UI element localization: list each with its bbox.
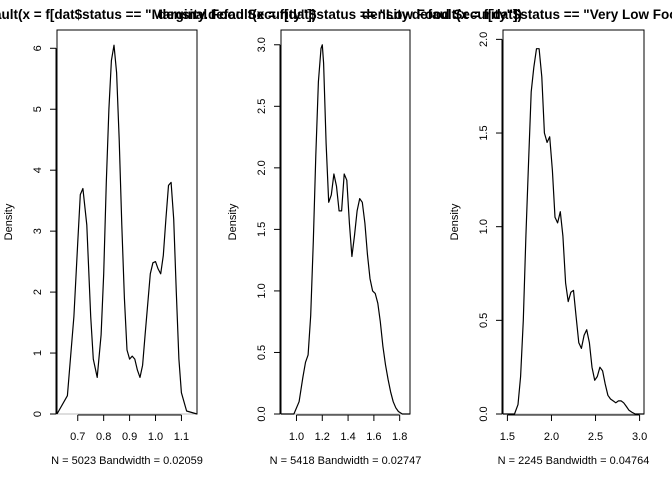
x-axis-label: N = 5418 Bandwidth = 0.02747 — [270, 455, 422, 467]
y-tick-label: 1 — [32, 350, 44, 356]
y-tick-label: 0.5 — [478, 313, 490, 328]
plot-panel-1: density.default(x = f[dat$status == "Mar… — [0, 7, 316, 467]
density-curve — [56, 44, 198, 415]
y-axis-label: Density — [227, 203, 239, 240]
plot-frame — [280, 29, 411, 415]
y-tick-label: 0.0 — [478, 406, 490, 421]
y-axis-label: Density — [3, 203, 15, 240]
x-tick-label: 2.5 — [588, 431, 603, 443]
y-axis-label: Density — [449, 203, 461, 240]
y-tick-label: 3 — [32, 228, 44, 234]
plot-panel-2: density.default(x = f[dat$status == "Low… — [158, 7, 522, 467]
x-tick-label: 0.7 — [70, 431, 85, 443]
x-axis: 1.5 2.0 2.5 3.0 — [500, 414, 647, 443]
y-tick-label: 0 — [32, 411, 44, 417]
y-tick-label: 2 — [32, 289, 44, 295]
plot-frame — [56, 29, 198, 415]
x-tick-label: 1.2 — [315, 431, 330, 443]
y-tick-label: 1.0 — [256, 283, 268, 298]
x-tick-label: 1.0 — [289, 431, 304, 443]
x-tick-label: 1.8 — [392, 431, 407, 443]
x-tick-label: 2.0 — [544, 431, 559, 443]
y-tick-label: 1.0 — [478, 219, 490, 234]
y-tick-label: 0.0 — [256, 406, 268, 421]
y-axis: 0.0 0.5 1.0 1.5 2.0 2.5 3.0 — [256, 37, 281, 422]
y-tick-label: 2.0 — [256, 160, 268, 175]
density-curve — [281, 44, 410, 415]
x-axis-label: N = 5023 Bandwidth = 0.02059 — [51, 455, 203, 467]
y-tick-label: 2.5 — [256, 99, 268, 114]
plot-panel-3: density.default(x = f[dat$status == "Ver… — [362, 7, 672, 467]
x-tick-label: 1.5 — [500, 431, 515, 443]
plot-panels: density.default(x = f[dat$status == "Mar… — [0, 7, 672, 467]
x-tick-label: 1.1 — [174, 431, 189, 443]
plot-frame — [502, 29, 645, 415]
y-tick-label: 2.0 — [478, 32, 490, 47]
y-axis: 0.0 0.5 1.0 1.5 2.0 — [478, 32, 503, 422]
x-axis: 0.7 0.8 0.9 1.0 1.1 — [70, 414, 189, 443]
x-tick-label: 1.6 — [366, 431, 381, 443]
y-tick-label: 1.5 — [256, 222, 268, 237]
y-tick-label: 4 — [32, 167, 44, 173]
x-tick-label: 1.4 — [340, 431, 355, 443]
y-tick-label: 6 — [32, 45, 44, 51]
density-curve — [503, 48, 644, 415]
x-tick-label: 1.0 — [148, 431, 163, 443]
x-tick-label: 0.8 — [96, 431, 111, 443]
plot-title: density.default(x = f[dat$status == "Low… — [158, 7, 522, 22]
y-tick-label: 5 — [32, 106, 44, 112]
x-axis-label: N = 2245 Bandwidth = 0.04764 — [498, 455, 650, 467]
y-tick-label: 3.0 — [256, 37, 268, 52]
x-tick-label: 3.0 — [632, 431, 647, 443]
y-axis: 0 1 2 3 4 5 6 — [32, 45, 57, 417]
y-tick-label: 0.5 — [256, 345, 268, 360]
plot-title: density.default(x = f[dat$status == "Ver… — [362, 7, 672, 22]
x-axis: 1.0 1.2 1.4 1.6 1.8 — [289, 414, 407, 443]
plot-title: density.default(x = f[dat$status == "Mar… — [0, 7, 316, 22]
y-tick-label: 1.5 — [478, 125, 490, 140]
x-tick-label: 0.9 — [122, 431, 137, 443]
